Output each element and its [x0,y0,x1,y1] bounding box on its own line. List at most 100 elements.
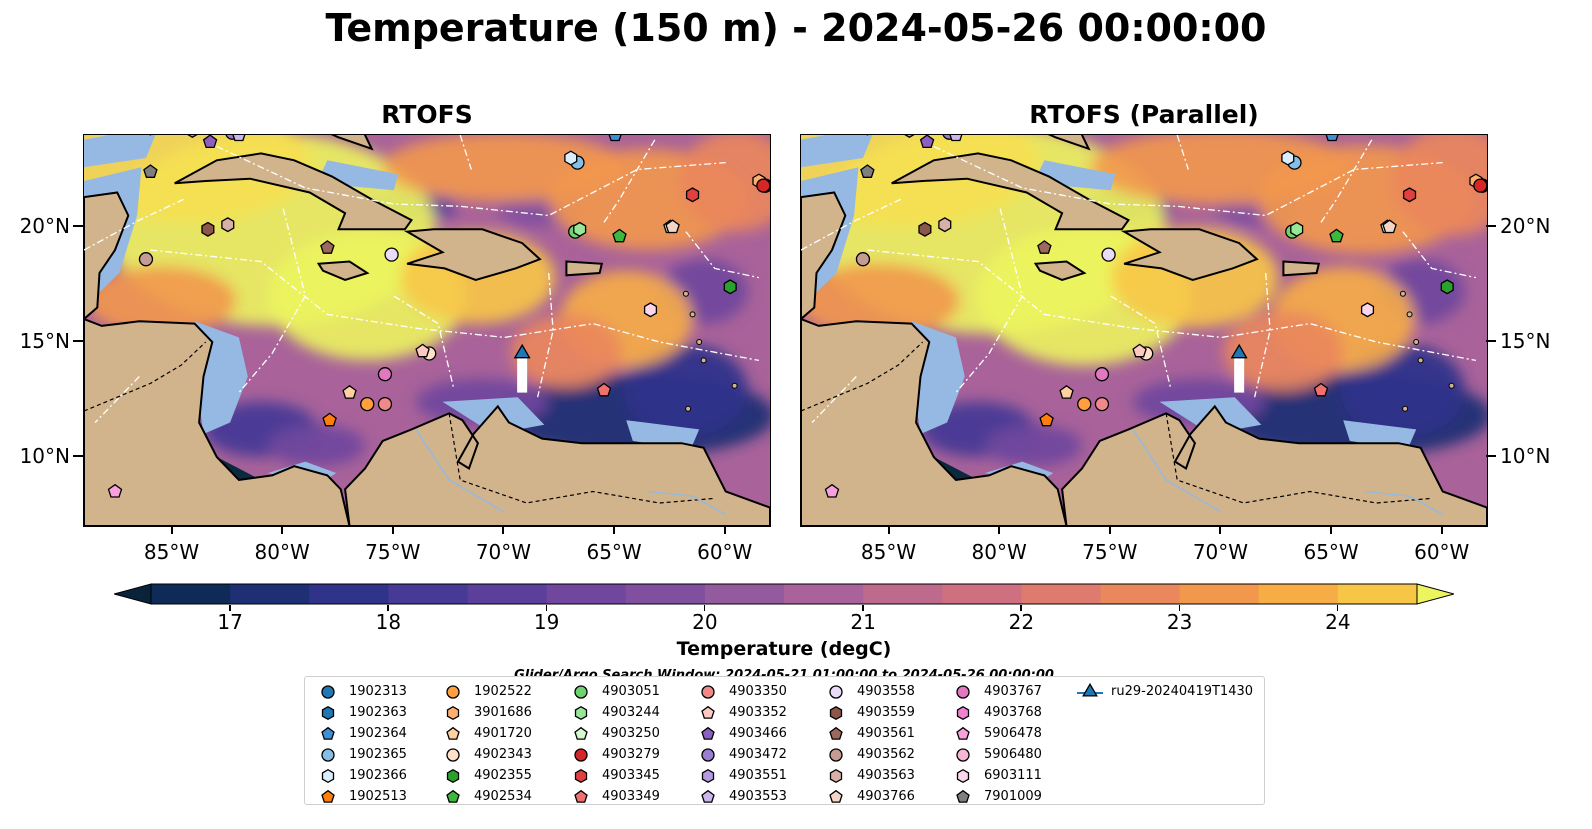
float-hexagon-icon [829,768,843,783]
float-pentagon-icon [321,726,335,740]
float-marker-4903279 [1473,178,1487,193]
legend-item-label: 4902534 [474,789,532,804]
lon-tick-mark [1440,526,1443,534]
lon-tick-mark [887,526,890,534]
lon-tick-mark [502,526,505,534]
float-pentagon-icon [829,789,843,803]
legend-item-4903768: 4903768 [950,702,1042,723]
lat-tick-label-right: 20°N [1500,214,1551,238]
float-circle-icon [701,684,715,699]
lon-tick-label: 60°W [697,540,753,564]
colorbar-tick-mark [862,605,864,611]
lon-tick-mark [723,526,726,534]
lon-tick-label: 60°W [1414,540,1470,564]
map-panel-rtofs-parallel [800,134,1488,527]
float-pentagon-icon [829,726,843,740]
legend-item-label: 1902513 [349,789,407,804]
float-marker-4903279 [756,178,770,193]
legend-item-label: 5906480 [984,747,1042,762]
lon-tick-mark [1330,526,1333,534]
land-polygon [801,191,847,321]
float-marker-4903563 [938,217,952,233]
colorbar-label: Temperature (degC) [676,638,892,660]
legend-item-label: 1902363 [349,705,407,720]
float-marker-4903562 [855,252,871,267]
float-marker-4902534 [1329,228,1344,243]
lon-tick-label: 65°W [586,540,642,564]
land-polygon [1120,228,1259,281]
float-marker-ru29-20240419T1430 [1230,343,1248,359]
legend-item-label: 3901686 [474,705,532,720]
legend-item-label: 4903561 [857,726,915,741]
float-marker-4903766 [665,219,680,234]
float-circle-icon [956,747,970,762]
colorbar-tick-label: 18 [375,610,402,634]
land-polygon [1061,404,1487,526]
float-marker-4903563 [221,217,235,233]
legend-item-label: 4902355 [474,768,532,783]
legend-item-label: 4903562 [857,747,915,762]
float-marker-1902364 [608,135,622,142]
lon-tick-mark [391,526,394,534]
colorbar-tick-label: 21 [850,610,876,634]
colorbar-tick-mark [1020,605,1022,611]
float-marker-1902366 [1281,150,1295,166]
legend-item-4903559: 4903559 [823,702,915,723]
legend-item-label: 4903551 [729,768,787,783]
float-marker-7901009 [860,164,875,178]
lon-tick-label: 80°W [971,540,1027,564]
lat-tick-label-right: 10°N [1500,444,1551,468]
lat-tick-label-left: 20°N [19,214,70,238]
lat-tick-mark [73,340,83,342]
float-marker-4903349 [596,382,612,397]
legend-item-4903279: 4903279 [568,744,660,765]
lat-tick-label-left: 15°N [19,329,70,353]
colorbar-tick-label: 19 [533,610,560,634]
float-marker-7901009 [143,164,158,178]
legend-item-4903250: 4903250 [568,723,660,744]
colorbar-tick-mark [387,605,389,611]
lat-tick-mark [1486,340,1496,342]
legend-item-4903345: 4903345 [568,765,660,786]
float-marker-4903345 [1402,187,1417,203]
legend-item-label: 4903767 [984,684,1042,699]
lon-tick-mark [613,526,616,534]
float-marker-6903111 [1360,302,1375,318]
panel-title-rtofs: RTOFS [381,100,473,129]
legend-item-label: 4903559 [857,705,915,720]
legend-item-4901720: 4901720 [440,723,532,744]
colorbar [114,583,1454,605]
float-marker-1902366 [564,150,578,166]
legend: 1902313 1902363 1902364 1902365 1902366 19025… [304,676,1265,805]
legend-column: 4903558 4903559 4903561 4903562 4903563 49037… [823,681,915,807]
float-marker-4903345 [685,187,700,203]
float-marker-1902513 [322,412,337,427]
float-marker-ru29-20240419T1430 [513,343,531,359]
legend-item-4903051: 4903051 [568,681,660,702]
float-marker-4903349 [1313,382,1329,397]
legend-item-4903558: 4903558 [823,681,915,702]
float-hexagon-icon [701,768,715,783]
float-marker-4903551 [187,135,198,138]
legend-item-1902363: 1902363 [315,702,407,723]
float-marker-1902364 [1325,135,1339,142]
float-hexagon-icon [574,768,588,783]
legend-item-6903111: 6903111 [950,765,1042,786]
legend-column: ru29-20240419T1430 [1077,681,1253,702]
legend-item-5906480: 5906480 [950,744,1042,765]
float-marker-4903551 [904,135,915,138]
float-marker-4902355 [723,279,737,295]
land-polygon [891,152,1130,231]
float-pentagon-icon [574,726,588,740]
lat-tick-mark [1486,225,1496,227]
legend-item-label: 4903558 [857,684,915,699]
float-circle-icon [829,684,843,699]
legend-item-4903244: 4903244 [568,702,660,723]
float-marker-4903562 [138,252,154,267]
float-hexagon-icon [321,768,335,783]
legend-item-label: 4903244 [602,705,660,720]
legend-item-label: 1902522 [474,684,532,699]
legend-item-1902365: 1902365 [315,744,407,765]
legend-item-label: 4902343 [474,747,532,762]
panel-title-rtofs-parallel: RTOFS (Parallel) [1029,100,1259,129]
